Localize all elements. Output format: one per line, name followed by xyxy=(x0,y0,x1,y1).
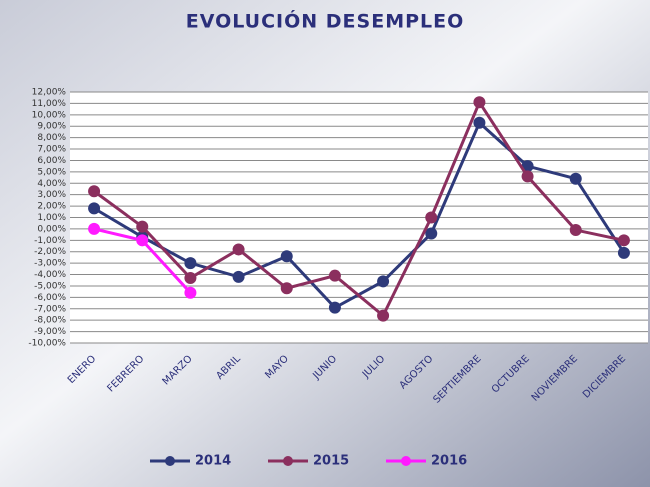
y-tick-label: -7,00% xyxy=(34,304,66,314)
legend-label: 2016 xyxy=(431,454,467,469)
series-line xyxy=(93,99,625,318)
y-tick-label: 5,00% xyxy=(37,167,66,177)
point xyxy=(136,234,149,247)
legend-label: 2014 xyxy=(195,454,231,469)
y-tick-label: 1,00% xyxy=(37,213,66,223)
legend-marker xyxy=(283,456,293,466)
y-tick-label: 12,00% xyxy=(32,88,67,98)
point xyxy=(88,185,101,198)
y-tick-label: -10,00% xyxy=(28,339,66,349)
y-tick-label: 11,00% xyxy=(32,99,67,109)
point xyxy=(617,246,630,259)
y-tick-label: 0,00% xyxy=(37,224,66,234)
point xyxy=(280,282,293,295)
y-tick-label: -9,00% xyxy=(34,327,66,337)
y-tick-label: 3,00% xyxy=(37,190,66,200)
legend-label: 2015 xyxy=(313,454,349,469)
y-tick-label: 10,00% xyxy=(32,110,67,120)
y-tick-label: 4,00% xyxy=(37,179,66,189)
legend-marker xyxy=(165,456,175,466)
point xyxy=(569,224,582,237)
point xyxy=(473,96,486,109)
y-tick-label: -3,00% xyxy=(34,259,66,269)
point xyxy=(280,250,293,263)
point xyxy=(473,116,486,129)
point xyxy=(328,301,341,314)
point xyxy=(184,286,197,299)
y-tick-label: 7,00% xyxy=(37,145,66,155)
y-tick-label: 8,00% xyxy=(37,133,66,143)
point xyxy=(136,220,149,233)
y-tick-label: -5,00% xyxy=(34,281,66,291)
point xyxy=(521,170,534,183)
y-tick-label: -4,00% xyxy=(34,270,66,280)
point xyxy=(88,222,101,235)
point xyxy=(88,202,101,215)
y-tick-label: -1,00% xyxy=(34,236,66,246)
chart-title: EVOLUCIÓN DESEMPLEO xyxy=(186,9,465,33)
legend-marker xyxy=(401,456,411,466)
y-tick-label: -8,00% xyxy=(34,316,66,326)
point xyxy=(232,270,245,283)
y-tick-label: -6,00% xyxy=(34,293,66,303)
point xyxy=(569,172,582,185)
point xyxy=(425,227,438,240)
point xyxy=(425,211,438,224)
point xyxy=(377,309,390,322)
point xyxy=(377,275,390,288)
y-tick-label: -2,00% xyxy=(34,247,66,257)
y-tick-label: 2,00% xyxy=(37,202,66,212)
point xyxy=(328,269,341,282)
y-tick-label: 6,00% xyxy=(37,156,66,166)
point xyxy=(184,257,197,270)
y-tick-label: 9,00% xyxy=(37,122,66,132)
point xyxy=(184,271,197,284)
point xyxy=(617,234,630,247)
point xyxy=(232,243,245,256)
